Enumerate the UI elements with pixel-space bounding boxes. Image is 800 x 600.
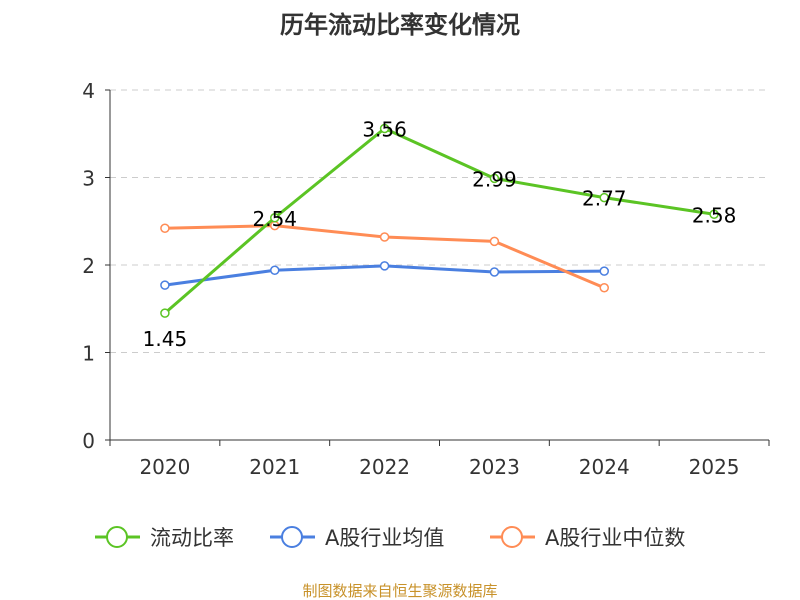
x-tick-label: 2022	[359, 455, 410, 479]
data-point[interactable]	[599, 283, 609, 293]
data-point[interactable]	[270, 213, 280, 223]
y-tick-label: 2	[82, 254, 95, 278]
legend-label[interactable]: 流动比率	[150, 526, 234, 550]
x-tick-label: 2021	[249, 455, 300, 479]
data-label: 2.99	[472, 167, 517, 191]
data-point[interactable]	[160, 223, 170, 233]
source-note: 制图数据来自恒生聚源数据库	[302, 582, 497, 600]
x-tick-label: 2025	[689, 455, 740, 479]
legend-marker-icon[interactable]	[106, 526, 128, 548]
legend-label[interactable]: A股行业中位数	[545, 526, 685, 550]
data-label: 2.54	[252, 207, 297, 231]
data-point[interactable]	[379, 123, 390, 134]
data-point[interactable]	[270, 265, 280, 275]
y-tick-label: 1	[82, 342, 95, 366]
y-tick-label: 4	[82, 79, 95, 103]
x-tick-label: 2024	[579, 455, 630, 479]
legend-marker-icon[interactable]	[281, 526, 303, 548]
data-point[interactable]	[709, 209, 719, 219]
data-point[interactable]	[599, 266, 609, 276]
x-tick-label: 2023	[469, 455, 520, 479]
data-point[interactable]	[160, 280, 170, 290]
data-label: 2.58	[692, 203, 737, 227]
data-label: 2.77	[582, 187, 627, 211]
series-line	[163, 126, 715, 315]
data-label: 1.45	[143, 327, 188, 351]
data-point[interactable]	[599, 192, 609, 203]
data-point[interactable]	[489, 236, 500, 247]
data-point[interactable]	[489, 267, 500, 277]
data-label: 3.56	[362, 118, 407, 142]
y-tick-label: 0	[82, 429, 95, 453]
x-tick-label: 2020	[139, 455, 190, 479]
legend-label[interactable]: A股行业均值	[325, 526, 444, 550]
data-point[interactable]	[379, 261, 390, 271]
chart-title: 历年流动比率变化情况	[280, 11, 520, 39]
data-point[interactable]	[379, 232, 390, 242]
y-tick-label: 3	[82, 167, 95, 191]
data-point[interactable]	[160, 308, 170, 318]
data-point[interactable]	[489, 173, 500, 184]
legend-marker-icon[interactable]	[501, 526, 523, 548]
